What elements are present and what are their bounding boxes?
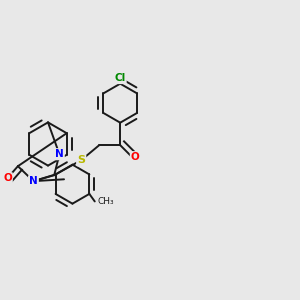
Text: Cl: Cl — [115, 73, 126, 83]
Text: CH₃: CH₃ — [97, 197, 114, 206]
Text: N: N — [55, 149, 64, 159]
Text: S: S — [77, 155, 85, 165]
Text: N: N — [29, 176, 38, 186]
Text: O: O — [131, 152, 140, 162]
Text: O: O — [3, 173, 12, 183]
